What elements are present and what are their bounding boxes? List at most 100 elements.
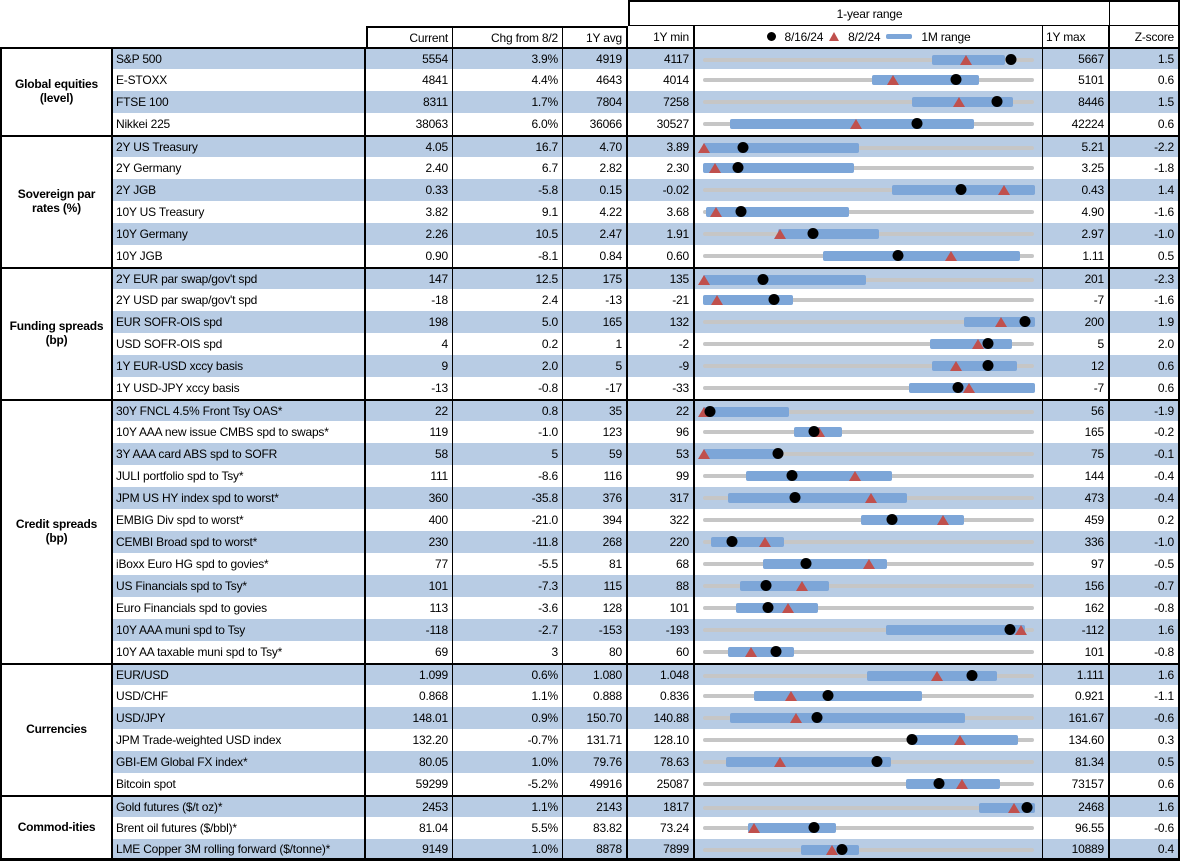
latest-date-dot-marker xyxy=(808,822,820,833)
cell-current: 5554 xyxy=(366,47,453,69)
category-cell: Global equities (level) xyxy=(0,47,113,135)
cell-1y-avg: 1.080 xyxy=(563,663,628,685)
cell-z-score: -0.5 xyxy=(1110,553,1180,575)
cell-current: 59299 xyxy=(366,773,453,795)
one-month-range-bar xyxy=(754,691,923,701)
cell-current: 0.868 xyxy=(366,685,453,707)
cell-z-score: 0.2 xyxy=(1110,509,1180,531)
latest-date-dot-marker xyxy=(1004,624,1016,635)
row-label: JULI portfolio spd to Tsy* xyxy=(113,465,366,487)
cell-chg-from-8-2: 2.0 xyxy=(453,355,563,377)
cell-z-score: -0.1 xyxy=(1110,443,1180,465)
cell-1y-avg: 268 xyxy=(563,531,628,553)
cell-1y-min: -21 xyxy=(628,289,695,311)
cell-1y-max: 336 xyxy=(1043,531,1110,553)
latest-date-dot-marker xyxy=(1021,802,1033,813)
row-label: 3Y AAA card ABS spd to SOFR xyxy=(113,443,366,465)
cell-current: 2.40 xyxy=(366,157,453,179)
cell-current: 147 xyxy=(366,267,453,289)
one-month-range-bar xyxy=(729,713,966,723)
latest-date-dot-marker xyxy=(811,712,823,723)
cell-current: 132.20 xyxy=(366,729,453,751)
cell-current: 119 xyxy=(366,421,453,443)
prior-date-triangle-marker xyxy=(825,845,838,855)
cell-current: 198 xyxy=(366,311,453,333)
cell-chg-from-8-2: 1.0% xyxy=(453,839,563,861)
row-label: 10Y Germany xyxy=(113,223,366,245)
prior-date-triangle-marker xyxy=(773,229,786,239)
range-chart xyxy=(695,289,1043,311)
range-track xyxy=(703,78,1034,82)
one-month-range-bar xyxy=(822,251,1021,261)
range-track xyxy=(703,100,1034,104)
row-label: Brent oil futures ($/bbl)* xyxy=(113,817,366,839)
range-chart xyxy=(695,817,1043,839)
row-label: LME Copper 3M rolling forward ($/tonne)* xyxy=(113,839,366,861)
cell-current: 400 xyxy=(366,509,453,531)
cell-1y-avg: 115 xyxy=(563,575,628,597)
cell-1y-min: 132 xyxy=(628,311,695,333)
cell-current: 230 xyxy=(366,531,453,553)
one-month-range-bar xyxy=(703,275,866,285)
cell-1y-min: 101 xyxy=(628,597,695,619)
range-chart xyxy=(695,685,1043,707)
latest-date-dot-marker xyxy=(1005,54,1017,65)
prior-date-triangle-marker xyxy=(972,339,985,349)
cell-z-score: 2.0 xyxy=(1110,333,1180,355)
latest-date-dot-marker xyxy=(789,492,801,503)
cell-chg-from-8-2: 5 xyxy=(453,443,563,465)
latest-date-dot-marker xyxy=(966,670,978,681)
cell-chg-from-8-2: 2.4 xyxy=(453,289,563,311)
one-month-range-bar xyxy=(872,75,979,85)
row-label: JPM US HY index spd to worst* xyxy=(113,487,366,509)
cell-1y-max: 5667 xyxy=(1043,47,1110,69)
cell-chg-from-8-2: -8.6 xyxy=(453,465,563,487)
cell-1y-min: 4014 xyxy=(628,69,695,91)
cell-chg-from-8-2: 1.1% xyxy=(453,795,563,817)
header-spacer-top xyxy=(0,0,628,26)
cell-1y-avg: 128 xyxy=(563,597,628,619)
cell-1y-avg: 394 xyxy=(563,509,628,531)
cell-1y-max: 0.43 xyxy=(1043,179,1110,201)
cell-1y-max: 144 xyxy=(1043,465,1110,487)
cell-1y-max: 156 xyxy=(1043,575,1110,597)
range-track xyxy=(703,410,1034,414)
cell-1y-avg: 2.82 xyxy=(563,157,628,179)
range-chart xyxy=(695,663,1043,685)
category-cell: Funding spreads (bp) xyxy=(0,267,113,399)
range-chart xyxy=(695,377,1043,399)
prior-date-triangle-marker xyxy=(774,757,787,767)
latest-date-dot-marker xyxy=(807,228,819,239)
one-month-range-bar xyxy=(762,559,888,569)
range-track xyxy=(703,584,1034,588)
header-1y-avg: 1Y avg xyxy=(563,26,628,47)
cell-1y-avg: 4.70 xyxy=(563,135,628,157)
row-label: JPM Trade-weighted USD index xyxy=(113,729,366,751)
range-track xyxy=(703,146,1034,150)
prior-date-triangle-marker xyxy=(955,779,968,789)
cell-z-score: 1.6 xyxy=(1110,619,1180,641)
row-label: Nikkei 225 xyxy=(113,113,366,135)
cell-1y-max: -7 xyxy=(1043,377,1110,399)
cell-current: 58 xyxy=(366,443,453,465)
latest-date-dot-marker xyxy=(906,734,918,745)
cell-z-score: -1.0 xyxy=(1110,223,1180,245)
cell-chg-from-8-2: -5.5 xyxy=(453,553,563,575)
cell-z-score: 1.5 xyxy=(1110,47,1180,69)
header-zscore-spacer xyxy=(1110,0,1180,26)
range-chart xyxy=(695,47,1043,69)
prior-date-triangle-marker xyxy=(945,251,957,261)
range-track xyxy=(703,342,1034,346)
row-label: 10Y AAA muni spd to Tsy xyxy=(113,619,366,641)
cell-1y-avg: 165 xyxy=(563,311,628,333)
latest-date-dot-marker xyxy=(737,142,749,153)
row-label: EMBIG Div spd to worst* xyxy=(113,509,366,531)
cell-1y-max: 0.921 xyxy=(1043,685,1110,707)
cell-1y-min: 0.836 xyxy=(628,685,695,707)
range-chart xyxy=(695,333,1043,355)
cell-1y-avg: 175 xyxy=(563,267,628,289)
cell-current: 38063 xyxy=(366,113,453,135)
latest-date-dot-marker xyxy=(886,514,898,525)
cell-current: 360 xyxy=(366,487,453,509)
one-month-range-bar xyxy=(905,779,1001,789)
